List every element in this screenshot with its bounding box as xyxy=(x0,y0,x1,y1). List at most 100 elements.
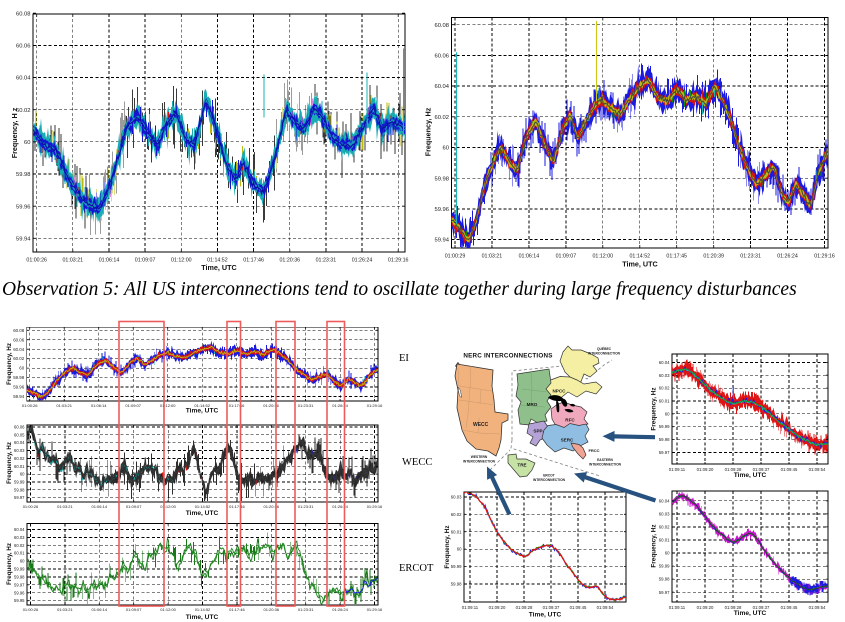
svg-text:59.99: 59.99 xyxy=(659,564,670,569)
svg-text:01:12:00: 01:12:00 xyxy=(592,254,613,260)
svg-text:59.97: 59.97 xyxy=(14,582,25,587)
svg-text:01:03:21: 01:03:21 xyxy=(57,504,73,509)
svg-text:01:26:24: 01:26:24 xyxy=(332,403,348,408)
svg-text:60.03: 60.03 xyxy=(14,448,25,453)
svg-text:59.94: 59.94 xyxy=(16,236,31,242)
svg-text:01:29:16: 01:29:16 xyxy=(814,254,835,260)
svg-text:Time, UTC: Time, UTC xyxy=(734,472,767,479)
svg-text:01:20:36: 01:20:36 xyxy=(263,403,279,408)
svg-text:01:29:16: 01:29:16 xyxy=(367,607,383,612)
svg-text:01:09:45: 01:09:45 xyxy=(570,605,587,610)
svg-text:60.02: 60.02 xyxy=(14,543,25,548)
svg-text:59.98: 59.98 xyxy=(14,487,25,492)
svg-text:Frequency, Hz: Frequency, Hz xyxy=(651,387,658,430)
svg-text:60.01: 60.01 xyxy=(659,399,670,404)
svg-text:60.01: 60.01 xyxy=(451,529,462,534)
svg-text:01:00:26: 01:00:26 xyxy=(23,607,39,612)
svg-text:01:12:00: 01:12:00 xyxy=(171,258,192,264)
svg-text:Frequency, Hz: Frequency, Hz xyxy=(6,543,13,585)
svg-text:01:17:46: 01:17:46 xyxy=(229,504,245,509)
svg-text:ERCOT: ERCOT xyxy=(399,563,434,574)
svg-text:60.02: 60.02 xyxy=(451,512,462,517)
svg-text:01:00:29: 01:00:29 xyxy=(445,254,466,260)
svg-text:60: 60 xyxy=(19,366,24,371)
svg-text:01:09:11: 01:09:11 xyxy=(462,605,479,610)
svg-text:60: 60 xyxy=(443,146,449,152)
svg-text:60.02: 60.02 xyxy=(659,386,670,391)
svg-text:01:09:37: 01:09:37 xyxy=(753,467,770,472)
svg-text:60: 60 xyxy=(20,559,25,564)
svg-text:01:12:00: 01:12:00 xyxy=(160,504,176,509)
svg-text:60.03: 60.03 xyxy=(659,373,670,378)
svg-text:Time, UTC: Time, UTC xyxy=(186,510,219,517)
svg-text:59.97: 59.97 xyxy=(659,590,670,595)
svg-text:Frequency, Hz: Frequency, Hz xyxy=(424,107,433,156)
svg-text:01:09:37: 01:09:37 xyxy=(543,605,560,610)
svg-text:60.02: 60.02 xyxy=(14,456,25,461)
svg-text:01:14:52: 01:14:52 xyxy=(629,254,650,260)
svg-text:60.04: 60.04 xyxy=(16,76,31,82)
svg-text:59.99: 59.99 xyxy=(451,564,462,569)
svg-text:59.96: 59.96 xyxy=(13,385,25,390)
svg-text:60: 60 xyxy=(457,547,462,552)
svg-text:01:20:39: 01:20:39 xyxy=(703,254,724,260)
svg-text:60.01: 60.01 xyxy=(14,551,25,556)
svg-text:01:09:28: 01:09:28 xyxy=(725,467,742,472)
svg-text:WECC: WECC xyxy=(473,422,489,428)
svg-text:59.96: 59.96 xyxy=(14,590,25,595)
svg-text:01:06:14: 01:06:14 xyxy=(92,607,108,612)
svg-text:59.96: 59.96 xyxy=(16,204,31,210)
svg-text:01:29:16: 01:29:16 xyxy=(367,504,383,509)
svg-text:60.02: 60.02 xyxy=(659,525,670,530)
svg-text:SERC: SERC xyxy=(561,438,574,443)
svg-text:59.98: 59.98 xyxy=(659,437,670,442)
svg-text:01:00:26: 01:00:26 xyxy=(22,403,38,408)
svg-text:60.04: 60.04 xyxy=(659,360,670,365)
svg-text:Frequency, H z: Frequency, H z xyxy=(10,107,19,158)
svg-text:Time, UTC: Time, UTC xyxy=(186,614,219,621)
svg-text:01:17:46: 01:17:46 xyxy=(243,258,264,264)
svg-text:60.04: 60.04 xyxy=(14,527,25,532)
svg-text:01:12:00: 01:12:00 xyxy=(160,607,176,612)
svg-text:01:17:45: 01:17:45 xyxy=(666,254,687,260)
svg-text:60.05: 60.05 xyxy=(14,432,25,437)
svg-text:59.98: 59.98 xyxy=(434,176,449,182)
svg-text:01:09:20: 01:09:20 xyxy=(697,467,714,472)
svg-text:Time, UTC: Time, UTC xyxy=(186,408,219,415)
svg-text:60: 60 xyxy=(20,472,25,477)
svg-text:59.99: 59.99 xyxy=(14,480,25,485)
svg-text:SPP: SPP xyxy=(533,429,542,434)
svg-text:60.04: 60.04 xyxy=(659,498,670,503)
svg-text:01:09:07: 01:09:07 xyxy=(126,504,142,509)
svg-text:Frequency, Hz: Frequency, Hz xyxy=(6,442,13,484)
svg-text:01:09:54: 01:09:54 xyxy=(809,605,826,610)
svg-text:01:26:24: 01:26:24 xyxy=(777,254,798,260)
svg-text:01:14:52: 01:14:52 xyxy=(195,504,211,509)
svg-text:FRCC: FRCC xyxy=(588,448,599,453)
svg-text:59.98: 59.98 xyxy=(14,575,25,580)
svg-text:60.06: 60.06 xyxy=(13,337,25,342)
svg-text:WESTERN: WESTERN xyxy=(471,455,488,459)
svg-text:01:14:52: 01:14:52 xyxy=(194,403,210,408)
svg-text:59.94: 59.94 xyxy=(434,238,449,244)
svg-text:01:23:31: 01:23:31 xyxy=(298,504,314,509)
svg-text:WECC: WECC xyxy=(402,457,432,468)
svg-text:Frequency, Hz: Frequency, Hz xyxy=(651,524,658,567)
svg-text:60.02: 60.02 xyxy=(13,356,25,361)
svg-text:Time, UTC: Time, UTC xyxy=(201,263,236,272)
svg-text:60.04: 60.04 xyxy=(434,84,449,90)
svg-text:01:23:31: 01:23:31 xyxy=(298,403,314,408)
svg-text:Time, UTC: Time, UTC xyxy=(734,610,767,617)
svg-text:Frequency, Hz: Frequency, Hz xyxy=(444,525,451,568)
svg-text:01:03:21: 01:03:21 xyxy=(56,403,72,408)
svg-text:01:09:07: 01:09:07 xyxy=(556,254,577,260)
svg-text:01:23:31: 01:23:31 xyxy=(298,607,314,612)
svg-text:01:29:16: 01:29:16 xyxy=(388,258,409,264)
svg-text:60.08: 60.08 xyxy=(434,23,449,29)
svg-text:01:09:45: 01:09:45 xyxy=(781,467,798,472)
svg-text:01:09:54: 01:09:54 xyxy=(597,605,614,610)
svg-text:59.98: 59.98 xyxy=(13,375,25,380)
svg-text:01:20:36: 01:20:36 xyxy=(279,258,300,264)
svg-text:01:09:20: 01:09:20 xyxy=(489,605,506,610)
svg-text:01:09:07: 01:09:07 xyxy=(126,607,142,612)
